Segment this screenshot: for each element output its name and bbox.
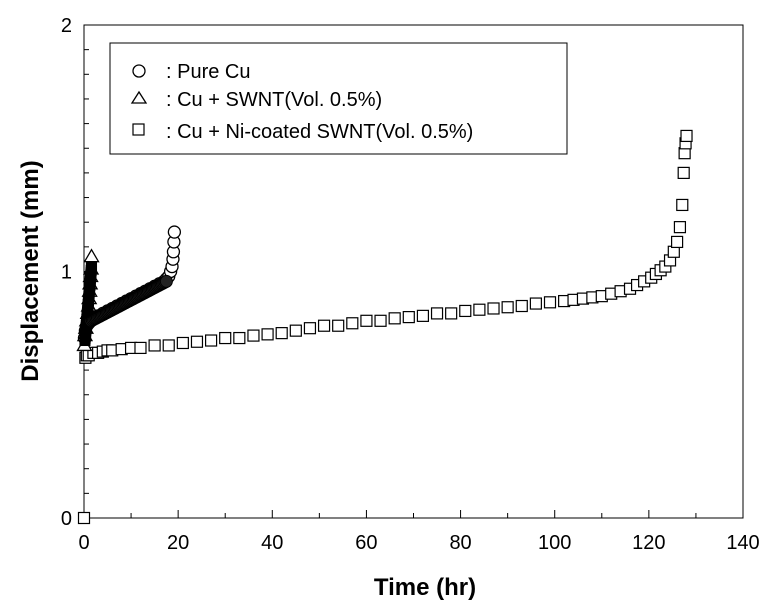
x-tick-label: 100 (538, 532, 571, 554)
data-point-square (303, 322, 317, 335)
series-square (77, 129, 693, 525)
data-point-square (247, 329, 260, 342)
data-point-square (670, 235, 684, 249)
data-point-square (430, 307, 444, 320)
legend-triangle-marker (130, 90, 148, 104)
data-point-square (148, 339, 161, 352)
legend-label-pure-cu: : Pure Cu (166, 61, 250, 83)
y-tick-label: 2 (61, 15, 72, 37)
data-point-square (77, 511, 91, 525)
data-point-square (190, 335, 204, 348)
tick-labels: 0 20 40 60 80 100 120 140 0 1 2 (61, 15, 760, 554)
legend-label-cu-ni-swnt: : Cu + Ni-coated SWNT(Vol. 0.5%) (166, 121, 473, 143)
data-point-square (261, 328, 274, 341)
x-tick-label: 40 (261, 532, 283, 554)
y-tick-label: 0 (61, 508, 72, 530)
series-dense-band (79, 261, 173, 347)
legend-circle-marker (132, 64, 146, 78)
data-point-square (219, 331, 232, 345)
data-point-square (360, 314, 373, 327)
data-point-triangle (83, 248, 100, 263)
data-point-square (487, 302, 500, 315)
data-marks (76, 129, 693, 525)
x-tick-label: 80 (449, 532, 471, 554)
data-point-square (416, 309, 430, 322)
data-point-square (402, 311, 415, 324)
data-point-square (317, 319, 331, 332)
y-tick-label: 1 (61, 262, 72, 284)
data-point-square (388, 312, 401, 325)
legend-square-marker (132, 123, 145, 136)
x-tick-label: 120 (632, 532, 665, 554)
legend-box (109, 42, 568, 155)
x-tick-label: 20 (167, 532, 189, 554)
data-point-circle (167, 225, 182, 239)
data-point-square (501, 301, 514, 314)
legend-item-cu-swnt: : Cu + SWNT(Vol. 0.5%) (130, 89, 382, 111)
data-point-square (459, 304, 472, 318)
data-point-square (176, 336, 189, 350)
data-point-square (332, 319, 345, 332)
data-point-square (677, 166, 690, 179)
data-point-square (374, 314, 387, 327)
data-point-dense (159, 274, 173, 288)
data-point-dense (86, 261, 98, 273)
legend-label-cu-swnt: : Cu + SWNT(Vol. 0.5%) (166, 89, 382, 111)
data-point-square (515, 299, 528, 313)
data-point-square (275, 327, 288, 340)
data-point-square (673, 221, 687, 234)
y-axis-title: Displacement (mm) (17, 160, 44, 381)
x-tick-label: 140 (726, 532, 759, 554)
data-point-square (445, 307, 458, 320)
data-point-square (676, 198, 689, 212)
x-tick-label: 60 (355, 532, 377, 554)
data-point-square (162, 339, 175, 352)
data-point-square (543, 296, 557, 309)
data-point-square (204, 334, 218, 347)
x-tick-label: 0 (78, 532, 89, 554)
data-point-square (289, 324, 302, 337)
legend-item-pure-cu: : Pure Cu (132, 61, 250, 83)
x-axis-title: Time (hr) (374, 574, 476, 601)
data-point-square (134, 341, 147, 355)
legend-item-cu-ni-swnt: : Cu + Ni-coated SWNT(Vol. 0.5%) (132, 121, 473, 143)
data-point-square (233, 331, 246, 345)
data-point-square (346, 317, 359, 330)
data-point-square (473, 303, 486, 316)
data-point-square (680, 129, 693, 143)
legend: : Pure Cu : Cu + SWNT(Vol. 0.5%) : Cu + … (109, 42, 568, 155)
data-point-square (529, 297, 542, 310)
